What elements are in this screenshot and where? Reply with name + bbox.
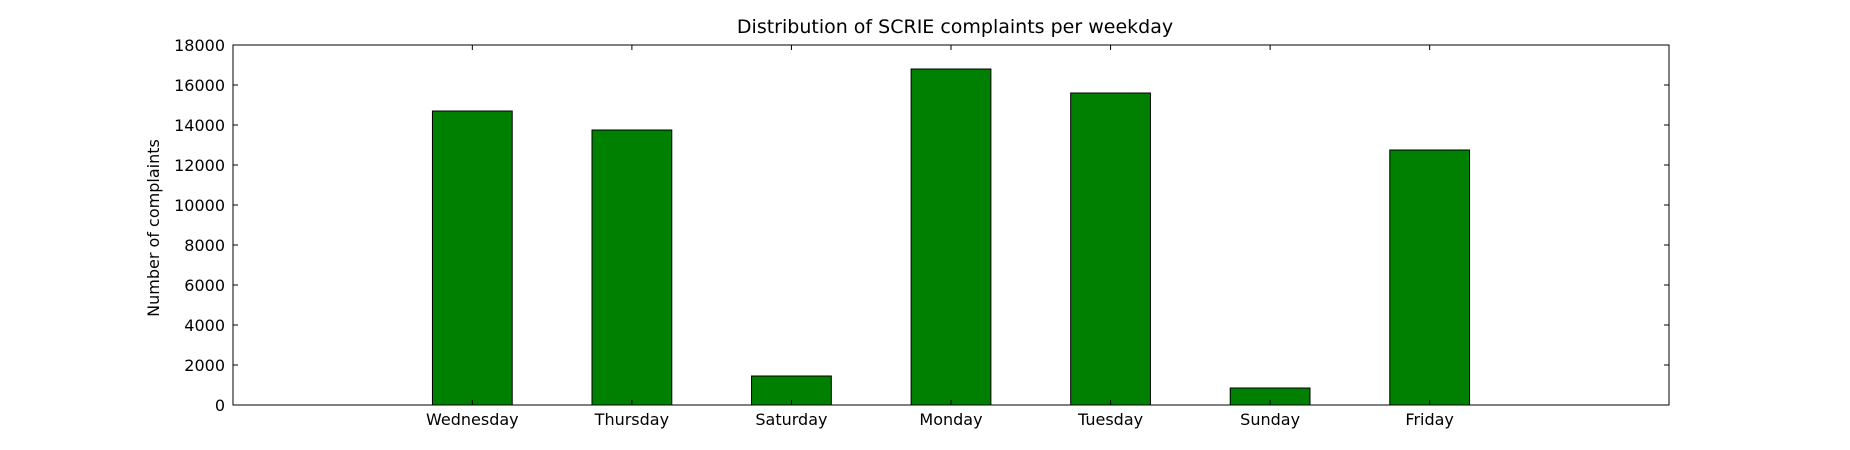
x-tick-label: Saturday: [755, 410, 827, 429]
bar-tuesday: [1070, 92, 1151, 406]
y-tick-label: 4000: [184, 316, 225, 335]
x-tick-label: Sunday: [1240, 410, 1300, 429]
x-tick-label: Monday: [919, 410, 982, 429]
ticks-layer: Wednesday Thursday Saturday Monday Tuesday Su…: [174, 36, 1669, 429]
bars-layer: [431, 68, 1471, 406]
y-tick-label: 14000: [174, 116, 225, 135]
y-tick-label: 16000: [174, 76, 225, 95]
y-tick-label: 18000: [174, 36, 225, 55]
y-tick-label: 12000: [174, 156, 225, 175]
y-tick-label: 10000: [174, 196, 225, 215]
bar-wednesday: [431, 110, 513, 406]
x-tick-label: Friday: [1405, 410, 1454, 429]
y-tick-label: 2000: [184, 356, 225, 375]
chart-title: Distribution of SCRIE complaints per wee…: [737, 16, 1173, 38]
y-axis-label: Number of complaints: [144, 139, 163, 317]
y-tick-label: 0: [215, 396, 225, 415]
y-tick-label: 6000: [184, 276, 225, 295]
x-tick-label: Tuesday: [1077, 410, 1143, 429]
y-tick-label: 8000: [184, 236, 225, 255]
bar-thursday: [591, 129, 673, 406]
x-tick-label: Thursday: [594, 410, 669, 429]
plot-frame: [232, 44, 1670, 406]
bar-friday: [1389, 149, 1471, 406]
x-tick-label: Wednesday: [426, 410, 519, 429]
bar-monday: [910, 68, 992, 406]
